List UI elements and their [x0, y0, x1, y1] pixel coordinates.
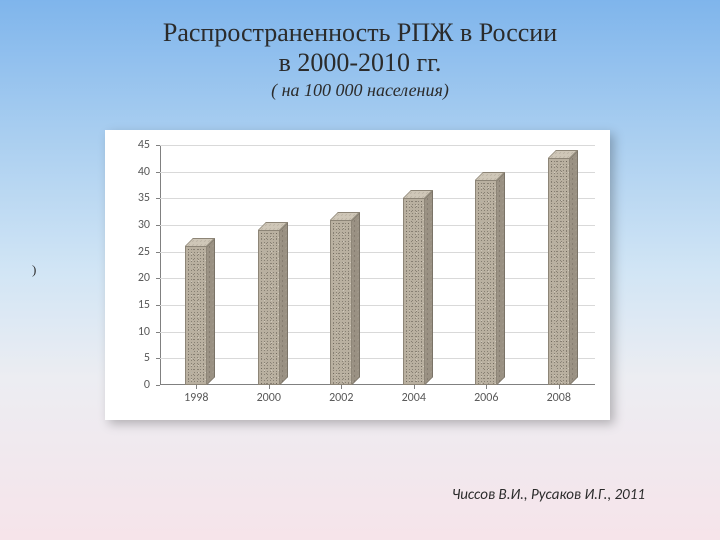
bar-side [352, 212, 360, 385]
x-tick [559, 385, 560, 389]
y-axis-label: 30 [110, 218, 150, 232]
x-tick [196, 385, 197, 389]
bar-side [425, 190, 433, 385]
x-axis-label: 1998 [166, 391, 226, 405]
y-axis-label: 45 [110, 138, 150, 152]
bar-front [185, 246, 207, 385]
y-tick [156, 332, 160, 333]
y-axis-label: 35 [110, 191, 150, 205]
gridline [160, 278, 595, 279]
y-axis-label: 40 [110, 165, 150, 179]
gridline [160, 225, 595, 226]
bar [403, 198, 433, 385]
y-axis-label: 0 [110, 378, 150, 392]
bar [258, 230, 288, 385]
x-tick [486, 385, 487, 389]
y-axis-label: 25 [110, 245, 150, 259]
gridline [160, 305, 595, 306]
y-tick [156, 358, 160, 359]
y-tick [156, 198, 160, 199]
y-tick [156, 385, 160, 386]
gridline [160, 198, 595, 199]
plot-area: 0510152025303540451998200020022004200620… [160, 145, 595, 385]
y-tick [156, 225, 160, 226]
stray-paren: ) [32, 262, 36, 278]
y-axis-label: 10 [110, 325, 150, 339]
x-axis-label: 2002 [311, 391, 371, 405]
y-axis-label: 5 [110, 351, 150, 365]
y-tick [156, 278, 160, 279]
bar-front [330, 220, 352, 385]
slide: Распространенность РПЖ в России в 2000-2… [0, 0, 720, 540]
y-axis-label: 15 [110, 298, 150, 312]
x-tick [269, 385, 270, 389]
x-axis-label: 2006 [456, 391, 516, 405]
x-axis-label: 2008 [529, 391, 589, 405]
bar-front [548, 158, 570, 385]
bar [475, 180, 505, 385]
x-axis-label: 2000 [239, 391, 299, 405]
gridline [160, 145, 595, 146]
y-tick [156, 252, 160, 253]
title-line-1: Распространенность РПЖ в России [0, 18, 720, 48]
title-block: Распространенность РПЖ в России в 2000-2… [0, 18, 720, 101]
bar-side [570, 150, 578, 385]
subtitle: ( на 100 000 населения) [0, 80, 720, 101]
gridline [160, 332, 595, 333]
y-axis [160, 145, 161, 385]
x-axis [160, 384, 595, 385]
bar-side [207, 238, 215, 385]
bar-front [258, 230, 280, 385]
bar [185, 246, 215, 385]
bar [330, 220, 360, 385]
y-tick [156, 305, 160, 306]
bar [548, 158, 578, 385]
citation: Чиссов В.И., Русаков И.Г., 2011 [452, 486, 645, 504]
y-axis-label: 20 [110, 271, 150, 285]
gridline [160, 252, 595, 253]
bar-side [497, 172, 505, 385]
bar-front [403, 198, 425, 385]
gridline [160, 172, 595, 173]
x-tick [341, 385, 342, 389]
bar-side [280, 222, 288, 385]
x-tick [414, 385, 415, 389]
gridline [160, 358, 595, 359]
bar-front [475, 180, 497, 385]
y-tick [156, 145, 160, 146]
title-line-2: в 2000-2010 гг. [0, 48, 720, 78]
chart: 0 5 10 15 20 25 30 35 40 45 1998 2000 2002 2004 2006 20… [105, 130, 610, 420]
x-axis-label: 2004 [384, 391, 444, 405]
y-tick [156, 172, 160, 173]
